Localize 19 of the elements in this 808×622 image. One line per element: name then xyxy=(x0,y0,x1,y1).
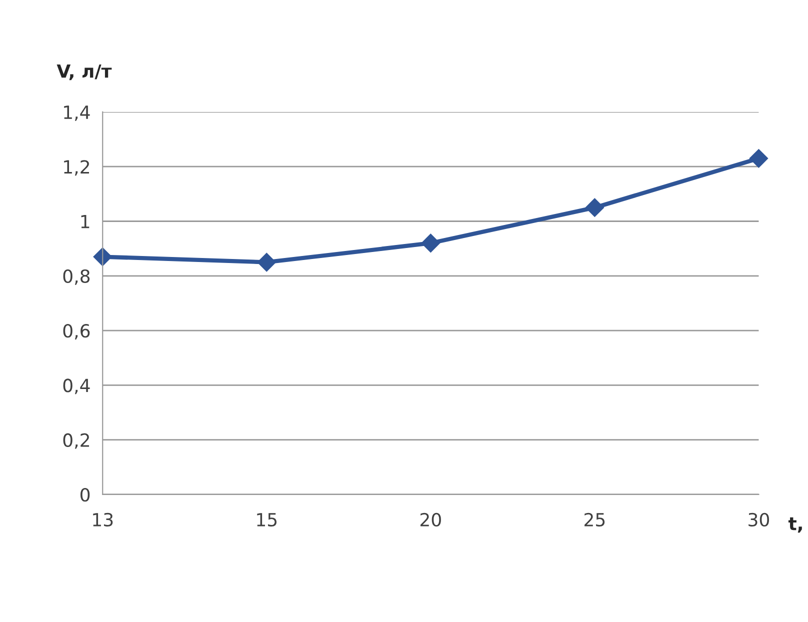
x-tick-label: 20 xyxy=(420,512,441,527)
y-tick-label: 1,2 xyxy=(64,160,90,176)
y-tick-label: 0,6 xyxy=(63,324,90,340)
x-tick-label: 15 xyxy=(257,513,277,527)
y-tick-label: 0,8 xyxy=(63,269,90,285)
y-axis-title: V, л/т xyxy=(56,64,112,80)
y-tick-label: 1,4 xyxy=(64,106,90,121)
x-tick-label: 30 xyxy=(748,512,769,527)
y-tick-label: 0,2 xyxy=(63,433,90,449)
x-tick-label: 13 xyxy=(93,512,113,527)
point xyxy=(421,234,440,252)
point xyxy=(585,198,604,217)
y-tick-label: 0 xyxy=(80,488,90,502)
x-tick-label: 25 xyxy=(584,512,605,527)
point xyxy=(749,149,768,168)
x-axis-title: t, xyxy=(788,517,802,533)
point xyxy=(257,252,276,272)
y-tick-label: 1 xyxy=(81,214,90,228)
y-tick-label: 0,4 xyxy=(63,378,90,394)
